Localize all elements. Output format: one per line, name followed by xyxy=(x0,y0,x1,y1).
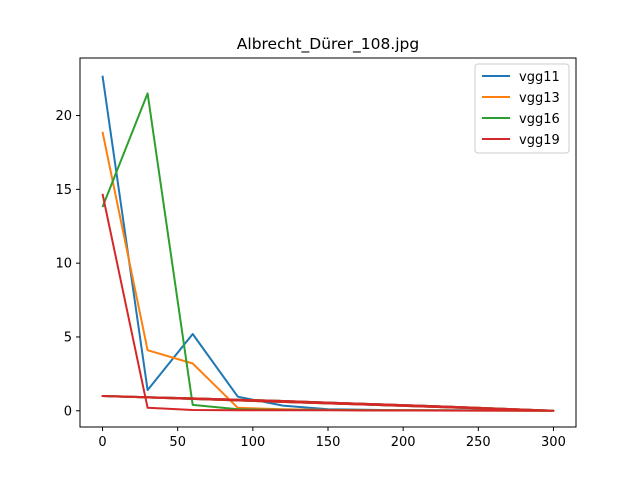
series-layer xyxy=(101,75,555,412)
legend-label-vgg16: vgg16 xyxy=(519,112,560,127)
y-tick-label: 15 xyxy=(55,183,72,198)
y-tick-label: 0 xyxy=(64,404,72,419)
x-tick-label: 250 xyxy=(466,435,491,450)
x-tick-label: 150 xyxy=(316,435,341,450)
legend: vgg11 vgg13 vgg16 vgg19 xyxy=(474,63,570,154)
x-tick-label: 100 xyxy=(240,435,265,450)
legend-label-vgg13: vgg13 xyxy=(519,91,560,106)
legend-label-vgg11: vgg11 xyxy=(519,70,560,85)
axis-layer: 0 50 100 150 200 250 300 0 5 10 15 20 xyxy=(55,109,565,450)
y-tick-label: 5 xyxy=(64,330,72,345)
x-tick-label: 0 xyxy=(98,435,106,450)
x-tick-label: 300 xyxy=(541,435,566,450)
y-tick-label: 10 xyxy=(55,257,72,272)
legend-box xyxy=(474,63,570,154)
chart-title: Albrecht_Dürer_108.jpg xyxy=(237,35,419,54)
x-tick-label: 50 xyxy=(169,435,186,450)
y-tick-label: 20 xyxy=(55,109,72,124)
legend-label-vgg19: vgg19 xyxy=(519,133,560,148)
series-line-vgg19 xyxy=(101,193,555,412)
x-tick-label: 200 xyxy=(391,435,416,450)
